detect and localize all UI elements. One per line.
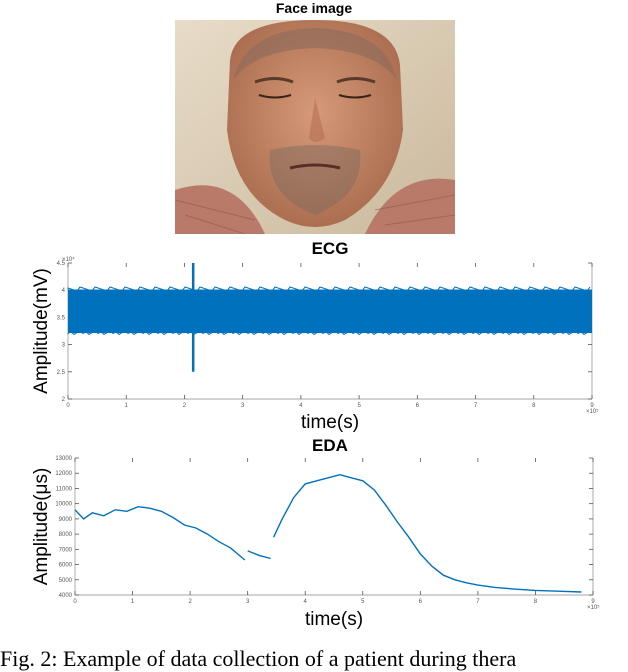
x-axis-title: time(s) [301,412,359,433]
y-tick-label: 9000 [59,517,73,523]
eda-series-line [247,550,271,560]
eda-series-line [272,473,582,593]
x-tick-label: 3 [241,403,245,409]
y-tick-label: 11000 [56,486,73,492]
x-tick-label: 6 [419,599,423,605]
face-photo [175,20,455,234]
y-tick-label: 13000 [55,456,72,462]
ecg-chart-title: ECG [311,239,349,258]
y-tick-label: 4000 [59,593,73,599]
x-tick-label: 9 [591,599,595,605]
x-tick-label: 5 [357,403,361,409]
x-tick-label: 8 [534,599,538,605]
y-tick-label: 2 [62,397,66,403]
y-axis-title: Amplitude(mV) [31,268,52,394]
x-tick-label: 7 [476,599,480,605]
x-tick-label: 4 [299,403,303,409]
x-tick-label: 0 [73,599,77,605]
x-tick-label: 4 [304,599,308,605]
x-exponent-label: ×10⁵ [586,408,599,415]
figure-charts: 0 1 2 3 4 5 6 7 8 9×10⁵22.533.544.5×10⁴time(s)Amp… [31,256,600,630]
eda-chart: 0 1 2 3 4 5 6 7 8 9×10⁵ 4000 5000 6000 7000 8000 9000 10… [31,456,600,630]
y-tick-label: 4.5 [57,261,66,267]
x-tick-label: 5 [361,599,365,605]
x-tick-label: 1 [125,403,129,409]
x-exponent-label: ×10⁵ [587,604,600,611]
y-tick-label: 3 [62,343,66,349]
x-tick-label: 2 [183,403,187,409]
y-axis-title: Amplitude(μs) [31,468,52,586]
x-tick-label: 6 [416,403,420,409]
y-exponent-label: ×10⁴ [62,256,75,263]
y-tick-label: 12000 [55,471,72,477]
figure-caption: Fig. 2: Example of data collection of a … [0,646,517,671]
ecg-chart: 0 1 2 3 4 5 6 7 8 9×10⁵ 2 2.5 3 3.5 4 4.5×10⁴ time(s) Amp… [31,256,599,433]
y-tick-label: 7000 [59,547,73,553]
x-tick-label: 3 [246,599,250,605]
y-tick-label: 4 [62,288,66,294]
x-tick-label: 7 [474,403,478,409]
eda-series-line [74,505,246,561]
ecg-signal-band [68,289,592,334]
y-tick-label: 6000 [59,563,73,569]
x-axis-title: time(s) [305,609,363,630]
x-tick-label: 8 [532,403,536,409]
x-tick-label: 1 [131,599,135,605]
x-tick-label: 9 [590,403,594,409]
ecg-envelope-top [67,286,591,292]
y-tick-label: 5000 [59,578,73,584]
y-tick-label: 2.5 [57,370,66,376]
x-tick-label: 2 [188,599,192,605]
y-tick-label: 8000 [59,532,73,538]
face-photo-illustration [175,20,455,234]
ecg-envelope-bottom [67,329,591,336]
y-tick-label: 10000 [55,502,72,508]
face-image-title: Face image [275,0,353,16]
eda-chart-title: EDA [312,436,348,455]
x-tick-label: 0 [66,403,70,409]
y-tick-label: 3.5 [57,315,66,321]
